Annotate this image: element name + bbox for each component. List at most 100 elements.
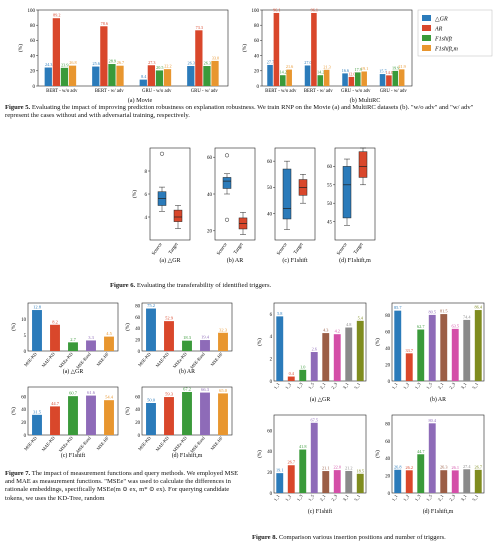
fig7-value-label: 66.3 — [201, 387, 210, 392]
fig8-xtick-label: 3_1 — [460, 382, 468, 390]
fig8-ytick-label: 60 — [267, 429, 272, 434]
fig5a-xtick-label: BERT - w/ adv — [95, 89, 124, 94]
fig8-bar — [345, 327, 353, 381]
fig6-xtick-label: Target — [233, 242, 245, 256]
fig8-xtick-label: 1_3 — [414, 381, 422, 390]
fig7-bar — [164, 321, 174, 351]
fig7-ytick-label: 20 — [135, 339, 140, 344]
fig6-ylabel: (%) — [131, 190, 138, 198]
fig7-bar — [86, 395, 96, 435]
fig8-xtick-label: 1_3 — [414, 493, 422, 502]
fig7-bar — [182, 340, 192, 351]
fig8-xtick-label: 5_1 — [353, 494, 361, 502]
fig5b-value-label: 96.1 — [273, 7, 280, 12]
fig5a-value-label: 26.8 — [69, 60, 76, 65]
fig8-bar — [463, 319, 471, 381]
fig8-bar — [463, 469, 471, 493]
fig8-bar — [474, 469, 482, 493]
fig7-xtick-label: MSE-Rand — [75, 435, 92, 454]
fig8-ytick-label: 0 — [270, 380, 273, 385]
figure-5-caption-text: Evaluating the impact of improving predi… — [5, 104, 474, 120]
fig8-ytick-label: 80 — [385, 314, 390, 319]
fig7-ytick-label: 0 — [138, 434, 141, 439]
fig8-value-label: 0.4 — [289, 371, 295, 376]
fig8-value-label: 5.8 — [277, 311, 282, 316]
fig8-xtick-label: 1_5 — [307, 381, 315, 390]
fig8-value-label: 81.5 — [440, 309, 448, 314]
fig7-value-label: 75.2 — [147, 303, 155, 308]
fig5b-bar — [304, 65, 311, 86]
fig8-value-label: 19.1 — [276, 468, 284, 473]
fig8-xtick-label: 2_1 — [437, 382, 445, 390]
fig5b-xtick-label: GRU - w/o adv — [341, 89, 371, 94]
fig5a-value-label: 23.9 — [61, 62, 68, 67]
figure-5-caption-label: Figure 5. — [5, 104, 31, 111]
fig5a-value-label: 78.6 — [101, 21, 108, 26]
fig8-bar — [428, 423, 436, 493]
fig7-xtick-label: MSE-HF — [210, 435, 225, 451]
fig6-ytick-label: 60 — [327, 165, 333, 170]
fig5b-bar — [317, 75, 324, 86]
fig8-value-label: 62.7 — [417, 324, 425, 329]
fig5a-value-label: 20.5 — [156, 65, 163, 70]
fig5a-ytick-label: 80 — [30, 24, 36, 29]
fig8-xtick-label: 3_1 — [342, 382, 350, 390]
fig8-value-label: 41.8 — [299, 444, 307, 449]
fig8-frame — [391, 414, 485, 494]
fig6-ytick-label: 8 — [145, 170, 148, 175]
fig7-panel-label: (b) AR — [179, 368, 195, 375]
fig8-ytick-label: 2 — [270, 358, 273, 363]
figure-7-caption: Figure 7. The impact of measurement func… — [5, 470, 248, 503]
fig7-ytick-label: 40 — [135, 408, 140, 413]
fig8-bar — [451, 328, 459, 381]
fig8-bar — [322, 471, 330, 493]
fig7-value-label: 54.4 — [105, 395, 114, 400]
fig7-bar — [146, 308, 156, 351]
fig7-value-label: 50.0 — [147, 398, 156, 403]
fig8-xtick-label: 2_3 — [330, 381, 338, 390]
fig5b-bar — [342, 73, 348, 86]
fig6-frame — [149, 147, 191, 241]
fig8-xtick-label: 2_1 — [319, 494, 327, 502]
fig5b-ytick-label: 60 — [254, 39, 260, 44]
fig7-xtick-label: MSEe-KD — [58, 351, 74, 369]
fig5b-bar — [392, 70, 399, 86]
fig7-xtick-label: MAE-KD — [155, 435, 170, 452]
fig8-value-label: 27.4 — [463, 464, 471, 469]
fig5a-bar — [155, 70, 164, 86]
fig8-frame — [391, 302, 485, 382]
fig6-ytick-label: 50 — [267, 186, 273, 191]
fig8-bar — [276, 473, 284, 493]
figure-7-caption-label: Figure 7. — [5, 470, 31, 477]
fig8-ytick-label: 0 — [270, 492, 273, 497]
fig8-value-label: 33.7 — [405, 348, 413, 353]
fig5a-value-label: 28.9 — [109, 59, 116, 64]
figure-6-caption-label: Figure 6. — [110, 282, 136, 289]
fig5a-value-label: 26.3 — [204, 61, 211, 66]
fig5b-bar — [267, 64, 273, 86]
fig7-bar — [50, 324, 60, 351]
fig5b-frame — [261, 9, 413, 87]
fig8-ytick-label: 20 — [385, 474, 390, 479]
fig7-ytick-label: 0 — [138, 350, 141, 355]
fig7-xtick-label: MAE-KD — [41, 351, 56, 368]
fig5b-xtick-label: BERT - w/ adv — [304, 89, 333, 94]
fig8-ylabel: (%) — [374, 450, 381, 458]
fig5-legend-label: △GR — [435, 17, 448, 23]
fig7-ytick-label: 60 — [135, 316, 140, 321]
fig8-ytick-label: 40 — [267, 450, 272, 455]
fig8-bar — [287, 465, 295, 493]
fig5a-ytick-label: 40 — [30, 54, 36, 59]
fig8-bar — [440, 314, 448, 381]
fig6-ytick-label: 40 — [207, 193, 213, 198]
fig5-legend-label: F1shift,m — [434, 46, 459, 53]
fig7-ytick-label: 10 — [21, 318, 26, 323]
fig5b-ytick-label: 20 — [254, 70, 260, 75]
fig7-bar — [104, 336, 114, 351]
fig5b-ylabel: (%) — [241, 44, 248, 52]
fig5b-value-label: 27.7 — [267, 59, 274, 64]
figure-7-caption-text: The impact of measurement functions and … — [5, 470, 239, 502]
fig6-panel-label: (b) AR — [227, 257, 244, 264]
fig5b-value-label: 21.6 — [286, 64, 293, 69]
